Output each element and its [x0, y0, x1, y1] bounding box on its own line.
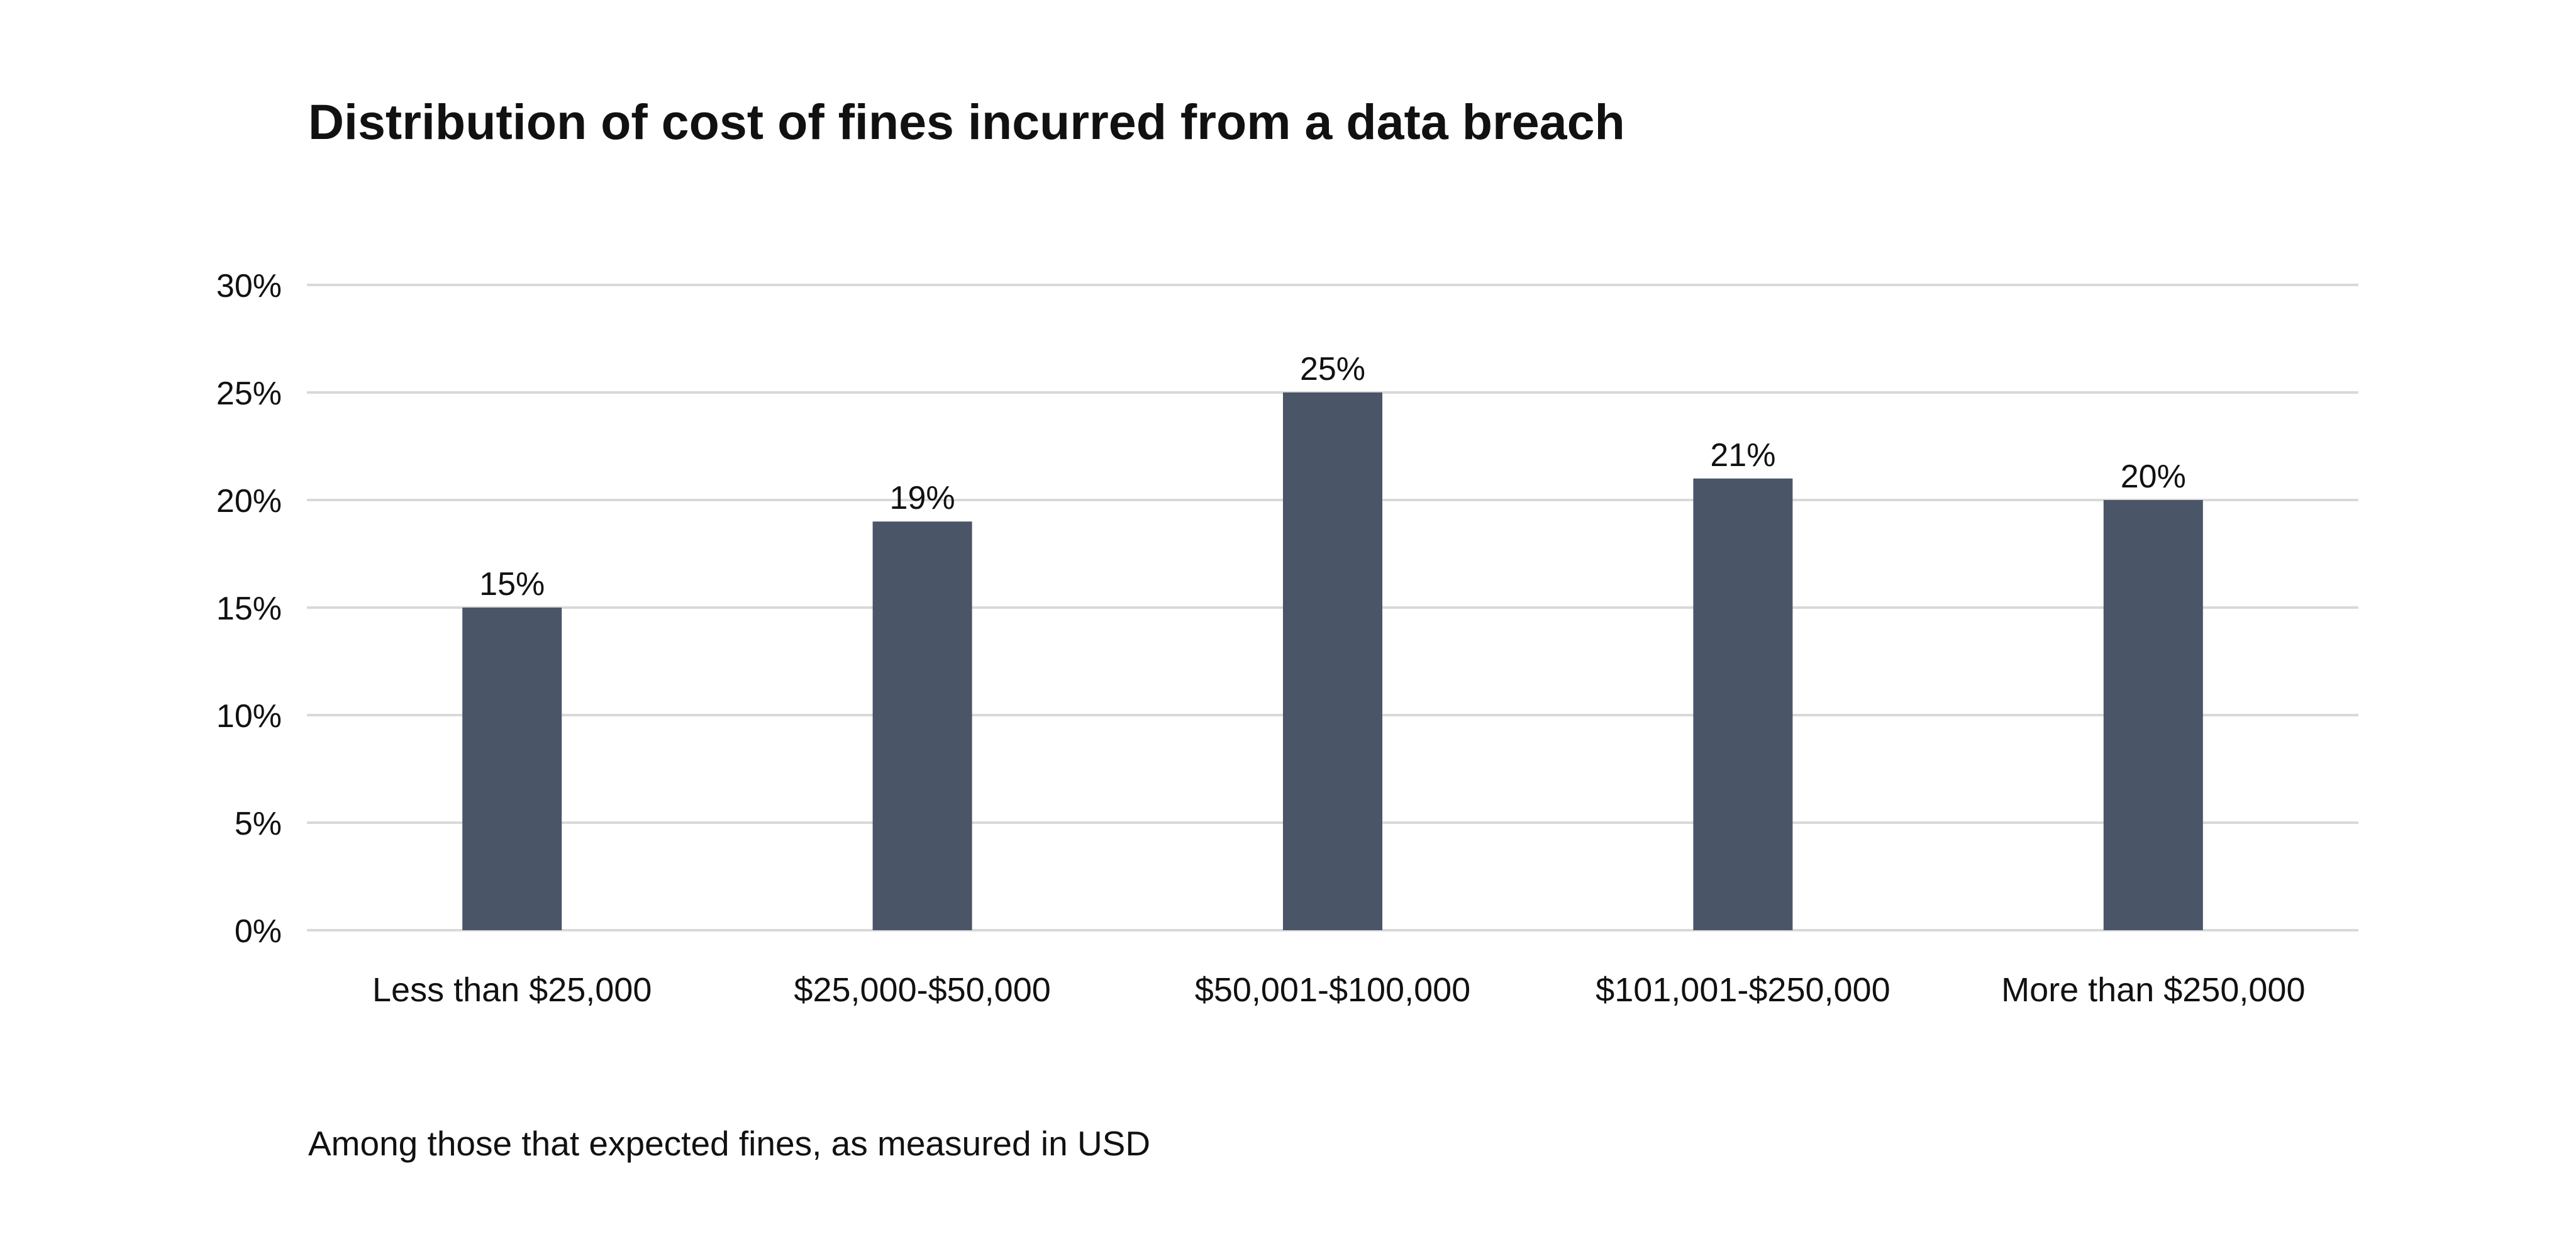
bar-value-label: 15%	[479, 566, 545, 603]
y-axis-tick-labels: 0% 5% 10% 15% 20% 25% 30%	[216, 268, 282, 950]
chart-title: Distribution of cost of fines incurred f…	[308, 94, 1625, 150]
bar	[462, 608, 562, 930]
y-tick-label: 15%	[216, 591, 282, 627]
x-tick-label: More than $250,000	[2001, 971, 2305, 1009]
bar-value-label: 19%	[890, 480, 955, 516]
x-tick-label: $101,001-$250,000	[1596, 971, 1890, 1009]
bar	[1693, 478, 1793, 930]
bars	[462, 392, 2203, 930]
y-tick-label: 0%	[235, 913, 282, 950]
bar-value-label: 21%	[1710, 437, 1775, 474]
bar-value-label: 25%	[1300, 351, 1365, 387]
x-tick-label: $25,000-$50,000	[794, 971, 1050, 1009]
bar	[1283, 392, 1382, 930]
bar-value-label: 20%	[2121, 458, 2186, 495]
y-tick-label: 25%	[216, 375, 282, 412]
x-axis-tick-labels: Less than $25,000 $25,000-$50,000 $50,001-…	[372, 971, 2305, 1009]
y-tick-label: 5%	[235, 806, 282, 842]
x-tick-label: $50,001-$100,000	[1195, 971, 1470, 1009]
bar	[2103, 500, 2203, 930]
chart-footnote: Among those that expected fines, as meas…	[308, 1124, 1151, 1163]
y-tick-label: 30%	[216, 268, 282, 304]
y-tick-label: 10%	[216, 698, 282, 735]
x-tick-label: Less than $25,000	[372, 971, 652, 1009]
bar	[872, 521, 972, 930]
bar-data-labels: 15% 19% 25% 21% 20%	[479, 351, 2186, 603]
y-tick-label: 20%	[216, 483, 282, 520]
